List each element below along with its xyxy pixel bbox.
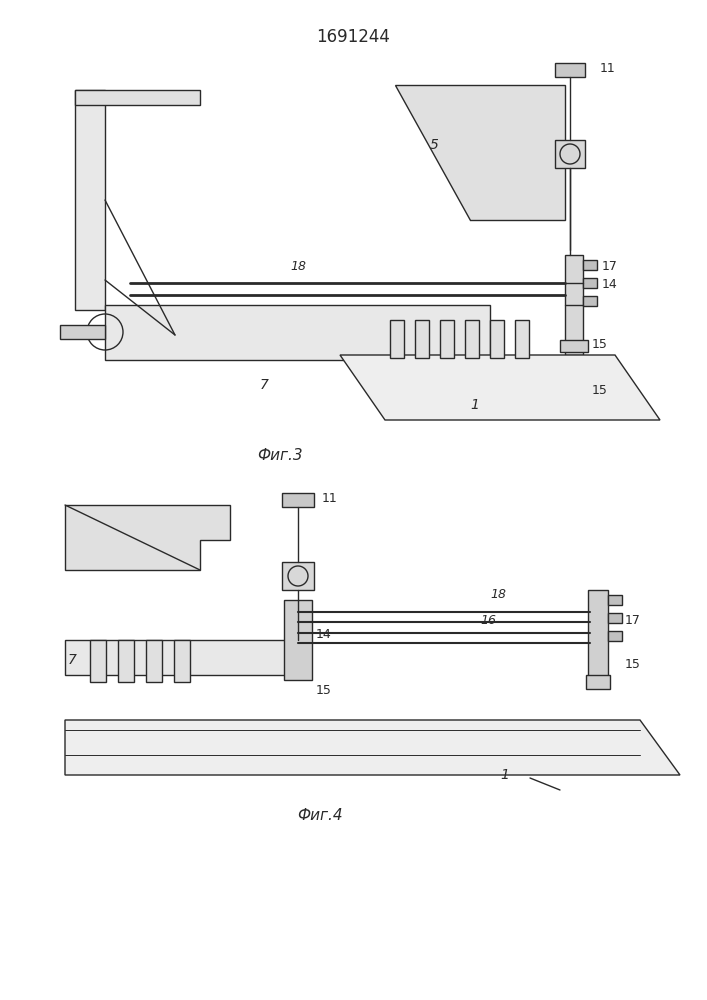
Bar bbox=[282, 562, 314, 590]
Bar bbox=[608, 595, 622, 605]
Bar bbox=[586, 675, 610, 689]
Polygon shape bbox=[65, 505, 230, 570]
Text: 17: 17 bbox=[625, 613, 641, 626]
Text: 7: 7 bbox=[68, 653, 77, 667]
Bar bbox=[390, 320, 404, 358]
Bar bbox=[588, 590, 608, 680]
Bar bbox=[560, 340, 588, 352]
Text: Фиг.4: Фиг.4 bbox=[297, 808, 343, 822]
Text: 15: 15 bbox=[625, 658, 641, 672]
Text: 16: 16 bbox=[480, 613, 496, 626]
Bar bbox=[146, 640, 162, 682]
Text: 1: 1 bbox=[470, 398, 479, 412]
Bar bbox=[465, 320, 479, 358]
Text: 18: 18 bbox=[490, 588, 506, 601]
Bar bbox=[282, 493, 314, 507]
Text: 14: 14 bbox=[602, 278, 618, 292]
Text: 11: 11 bbox=[322, 491, 338, 504]
Polygon shape bbox=[75, 90, 105, 310]
Polygon shape bbox=[105, 305, 490, 360]
Bar bbox=[583, 296, 597, 306]
Bar bbox=[608, 613, 622, 623]
Text: 5: 5 bbox=[430, 138, 439, 152]
Bar bbox=[608, 631, 622, 641]
Bar bbox=[490, 320, 504, 358]
Bar bbox=[555, 140, 585, 168]
Text: 1691244: 1691244 bbox=[316, 28, 390, 46]
Polygon shape bbox=[75, 90, 200, 105]
Bar bbox=[284, 600, 312, 680]
Text: 1: 1 bbox=[500, 768, 509, 782]
Text: 18: 18 bbox=[290, 260, 306, 273]
Bar bbox=[118, 640, 134, 682]
Text: 17: 17 bbox=[602, 260, 618, 273]
Bar bbox=[565, 255, 583, 355]
Polygon shape bbox=[65, 640, 310, 675]
Text: Фиг.3: Фиг.3 bbox=[257, 448, 303, 462]
Text: 7: 7 bbox=[260, 378, 269, 392]
Bar bbox=[583, 260, 597, 270]
Polygon shape bbox=[340, 355, 660, 420]
Bar bbox=[560, 358, 588, 370]
Bar bbox=[60, 325, 105, 339]
Bar bbox=[90, 640, 106, 682]
Bar bbox=[583, 278, 597, 288]
Bar bbox=[415, 320, 429, 358]
Text: 15: 15 bbox=[316, 684, 332, 696]
Text: 15: 15 bbox=[592, 338, 608, 352]
Bar bbox=[174, 640, 190, 682]
Text: 14: 14 bbox=[316, 629, 332, 642]
Polygon shape bbox=[395, 85, 565, 220]
Text: 15: 15 bbox=[592, 383, 608, 396]
Text: 11: 11 bbox=[600, 62, 616, 75]
Polygon shape bbox=[65, 720, 680, 775]
Bar bbox=[515, 320, 529, 358]
Bar bbox=[440, 320, 454, 358]
Bar bbox=[555, 63, 585, 77]
